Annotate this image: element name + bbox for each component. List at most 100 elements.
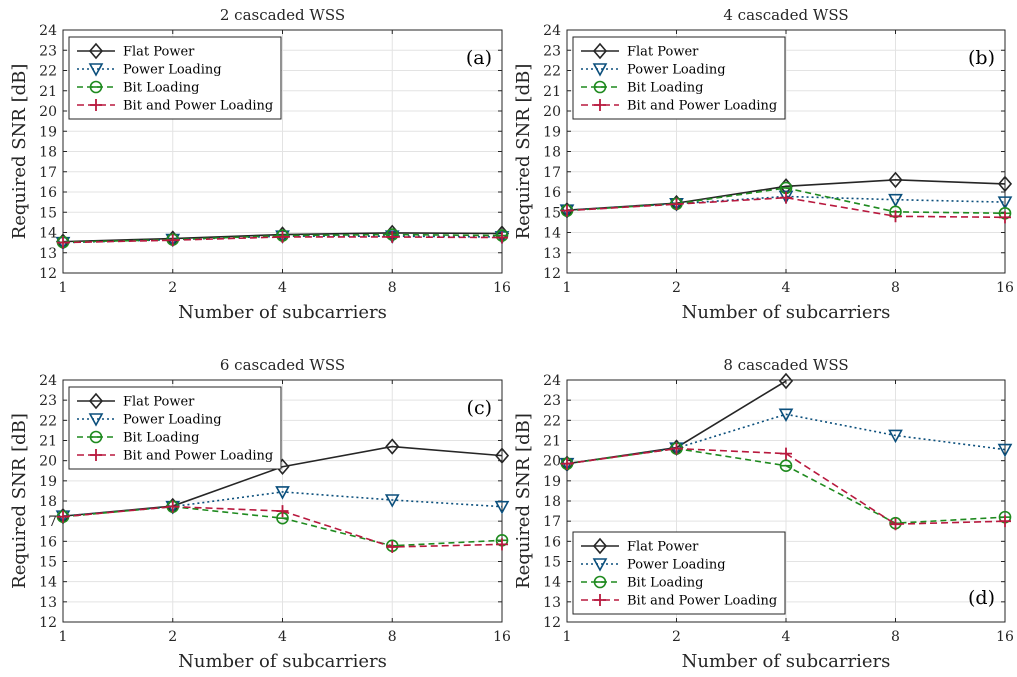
data-point	[57, 510, 69, 523]
legend-label: Power Loading	[627, 63, 726, 78]
series-bitpower	[561, 442, 1011, 531]
legend-item: Flat Power	[77, 392, 195, 410]
data-point	[780, 191, 792, 204]
legend-swatch-marker	[88, 42, 104, 60]
y-tick-label: 23	[543, 43, 561, 59]
data-point	[670, 442, 683, 455]
y-tick-label: 18	[543, 494, 561, 510]
series-line	[566, 413, 1006, 465]
y-tick-label: 13	[543, 246, 561, 262]
legend-item: Bit and Power Loading	[77, 99, 273, 114]
y-tick-label: 24	[543, 23, 561, 39]
panel-label: (d)	[968, 587, 995, 609]
data-point	[997, 175, 1013, 193]
data-point	[496, 231, 508, 244]
legend-swatch-marker	[592, 537, 608, 555]
y-tick-label: 16	[543, 534, 561, 550]
y-axis-label: Required SNR [dB]	[513, 64, 534, 240]
y-tick-label: 22	[543, 64, 561, 80]
y-tick-label: 23	[39, 393, 57, 409]
y-tick-label: 20	[543, 104, 561, 120]
y-axis-label: Required SNR [dB]	[9, 64, 30, 240]
series-bitpower	[57, 500, 508, 553]
legend-swatch-marker	[592, 42, 608, 60]
y-tick-label: 22	[39, 413, 57, 429]
data-point	[276, 505, 289, 518]
legend-label: Bit and Power Loading	[627, 594, 777, 609]
legend-swatch-marker	[90, 99, 102, 111]
legend-label: Bit Loading	[627, 576, 703, 591]
x-tick-label: 8	[891, 629, 900, 645]
tick-marks	[62, 29, 503, 274]
y-tick-label: 13	[39, 246, 57, 262]
x-tick-label: 4	[782, 280, 791, 296]
data-point	[888, 429, 903, 444]
x-tick-label: 16	[493, 280, 511, 296]
legend-swatch-marker	[593, 575, 607, 589]
data-point	[999, 515, 1011, 528]
legend-label: Bit Loading	[123, 81, 199, 96]
legend-label: Bit and Power Loading	[123, 449, 273, 464]
series-bitpower	[561, 191, 1011, 224]
legend-item: Flat Power	[77, 42, 195, 60]
y-tick-label: 23	[543, 393, 561, 409]
x-tick-label: 16	[996, 629, 1014, 645]
y-tick-label: 21	[39, 434, 57, 450]
legend-label: Bit Loading	[123, 431, 199, 446]
data-point	[779, 459, 793, 473]
data-point	[889, 518, 902, 531]
legend-label: Bit and Power Loading	[123, 99, 273, 114]
legend-item: Bit and Power Loading	[581, 99, 777, 114]
legend: Flat Power Power Loading Bit Loading Bit an…	[572, 36, 786, 120]
y-tick-label: 18	[39, 145, 57, 161]
legend-swatch-marker	[89, 80, 103, 94]
data-point	[496, 538, 508, 551]
x-tick-label: 1	[59, 629, 68, 645]
legend-label: Flat Power	[123, 395, 195, 410]
legend-item: Bit Loading	[77, 431, 199, 446]
y-tick-label: 21	[543, 84, 561, 100]
y-tick-label: 17	[39, 514, 57, 530]
y-tick-label: 21	[543, 434, 561, 450]
y-tick-label: 19	[39, 124, 57, 140]
data-point	[997, 443, 1013, 458]
legend-swatch-marker	[592, 558, 608, 572]
y-tick-label: 12	[543, 615, 561, 631]
y-tick-label: 17	[39, 165, 57, 181]
y-tick-label: 19	[543, 124, 561, 140]
x-tick-label: 1	[59, 280, 68, 296]
y-tick-label: 18	[543, 145, 561, 161]
legend-label: Power Loading	[123, 63, 222, 78]
data-point	[494, 447, 510, 464]
data-point	[778, 372, 794, 390]
y-tick-label: 14	[39, 226, 57, 242]
y-tick-label: 16	[39, 185, 57, 201]
y-tick-label: 20	[39, 104, 57, 120]
x-tick-label: 4	[278, 629, 287, 645]
y-tick-label: 22	[543, 413, 561, 429]
panel-label: (b)	[968, 47, 995, 69]
y-tick-label: 24	[39, 23, 57, 39]
y-tick-label: 13	[39, 595, 57, 611]
legend-item: Power Loading	[77, 413, 222, 428]
data-point	[561, 457, 573, 470]
x-tick-label: 16	[493, 629, 511, 645]
data-point	[57, 236, 69, 249]
legend-label: Flat Power	[627, 45, 699, 60]
panel-title: 6 cascaded WSS	[220, 356, 345, 374]
y-axis-label: Required SNR [dB]	[513, 413, 534, 589]
data-point	[780, 447, 792, 460]
data-point	[276, 230, 289, 243]
panel-label: (a)	[466, 47, 492, 69]
data-point	[888, 193, 903, 208]
y-tick-label: 19	[543, 474, 561, 490]
legend-label: Flat Power	[627, 540, 699, 555]
x-tick-label: 2	[168, 629, 177, 645]
y-tick-label: 17	[543, 165, 561, 181]
data-point	[385, 438, 400, 455]
y-tick-label: 24	[39, 373, 57, 389]
x-tick-label: 2	[672, 280, 681, 296]
